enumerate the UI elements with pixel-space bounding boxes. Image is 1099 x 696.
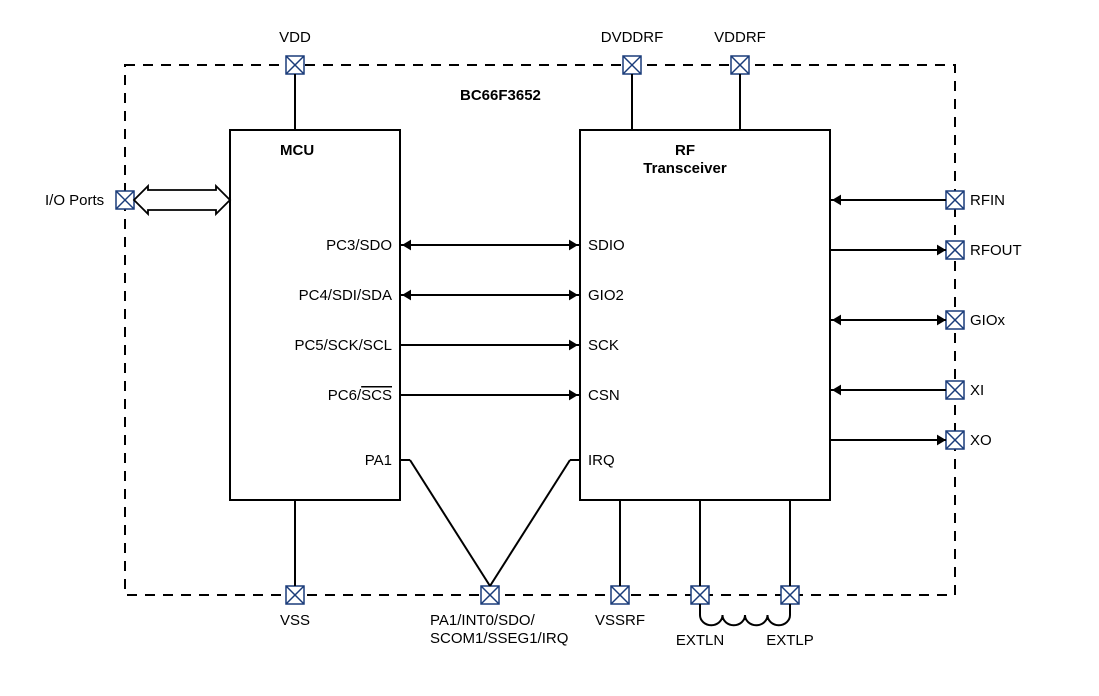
pin-label-vdd: VDD <box>279 29 311 46</box>
pin-label-rfin: RFIN <box>970 192 1005 209</box>
rf-block <box>580 130 830 500</box>
arrow-head <box>937 245 946 256</box>
arrow-head <box>832 385 841 396</box>
wire-pa1-vright <box>490 460 570 586</box>
rf-signal-4: IRQ <box>588 452 615 469</box>
pin-label-xi: XI <box>970 382 984 399</box>
pin-label-vssrf: VSSRF <box>595 612 645 629</box>
arrow-head <box>569 240 578 251</box>
pin-label-ioports: I/O Ports <box>45 192 104 209</box>
pin-label-xo: XO <box>970 432 992 449</box>
mcu-signal-0: PC3/SDO <box>326 237 392 254</box>
arrow-head <box>569 340 578 351</box>
rf-signal-0: SDIO <box>588 237 625 254</box>
arrow-head <box>402 240 411 251</box>
pin-label-pa1-l2: SCOM1/SSEG1/IRQ <box>430 630 568 647</box>
arrow-head <box>832 195 841 206</box>
mcu-signal-4: PA1 <box>365 452 392 469</box>
pin-label-rfout: RFOUT <box>970 242 1022 259</box>
rf-title: RF <box>675 142 695 159</box>
arrow-head <box>569 390 578 401</box>
io-ports-arrow <box>134 186 230 214</box>
chip-label: BC66F3652 <box>460 87 541 104</box>
pin-label-giox: GIOx <box>970 312 1006 329</box>
pin-label-dvddrf: DVDDRF <box>601 29 664 46</box>
pin-label-vddrf: VDDRF <box>714 29 766 46</box>
mcu-signal-3: PC6/SCS <box>328 387 392 404</box>
arrow-head <box>937 315 946 326</box>
rf-title2: Transceiver <box>643 160 727 177</box>
wire-pa1-vleft <box>410 460 490 586</box>
rf-signal-2: SCK <box>588 337 619 354</box>
pin-label-vss: VSS <box>280 612 310 629</box>
arrow-head <box>832 315 841 326</box>
mcu-title: MCU <box>280 142 314 159</box>
pin-label-extlp: EXTLP <box>766 632 814 649</box>
arrow-head <box>402 290 411 301</box>
mcu-signal-1: PC4/SDI/SDA <box>299 287 392 304</box>
pin-label-extln: EXTLN <box>676 632 724 649</box>
arrow-head <box>937 435 946 446</box>
arrow-head <box>569 290 578 301</box>
mcu-block <box>230 130 400 500</box>
rf-signal-1: GIO2 <box>588 287 624 304</box>
inductor-coil <box>700 615 790 625</box>
mcu-signal-2: PC5/SCK/SCL <box>294 337 392 354</box>
rf-signal-3: CSN <box>588 387 620 404</box>
pin-label-pa1-l1: PA1/INT0/SDO/ <box>430 612 536 629</box>
